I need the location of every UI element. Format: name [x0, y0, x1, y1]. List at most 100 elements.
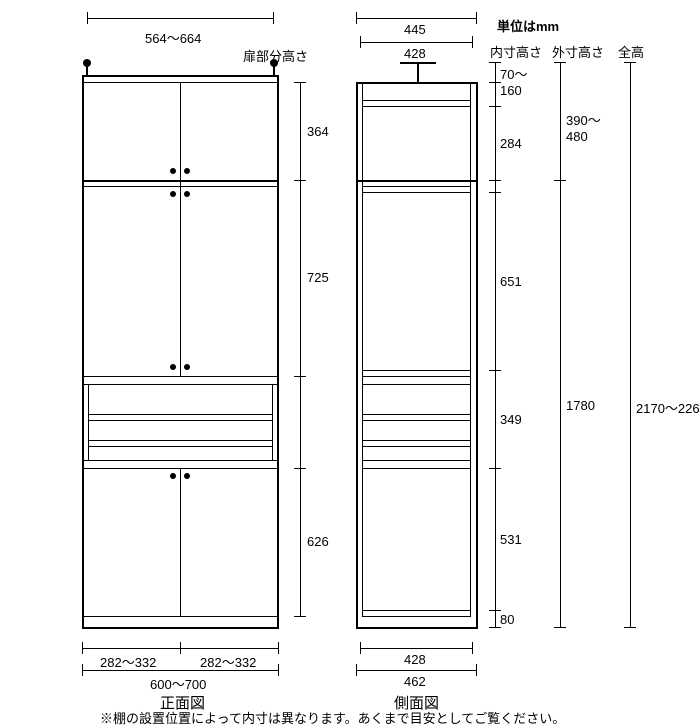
dim-tick: [294, 616, 306, 617]
dim-line: [82, 670, 279, 671]
side-left: [356, 82, 358, 628]
dim-side-top: 445: [404, 22, 426, 37]
front-h: [84, 616, 277, 617]
dim-tick: [489, 370, 501, 371]
dim-v: [495, 62, 496, 628]
dim-tick: [624, 62, 636, 63]
side-h: [362, 100, 471, 101]
side-h: [362, 460, 471, 461]
dim-tick: [476, 12, 477, 24]
dim-tick: [489, 106, 501, 107]
side-h: [362, 384, 471, 385]
footnote: ※棚の設置位置によって内寸は異なります。あくまで目安としてご覧ください。: [100, 708, 565, 727]
dim-h5: 80: [500, 612, 514, 627]
dim-h-mid: 725: [307, 270, 329, 285]
dim-tick: [489, 180, 501, 181]
dim-tick: [294, 376, 306, 377]
pin-stem: [86, 65, 88, 75]
unit-label: 単位はmm: [497, 16, 559, 35]
door-height-label: 扉部分高さ: [243, 46, 308, 65]
dim-tick: [554, 180, 566, 181]
dim-side-inner-bottom: 428: [404, 652, 426, 667]
dim-tick: [472, 36, 473, 48]
side-h: [362, 370, 471, 371]
t-stem: [417, 62, 419, 82]
front-h: [84, 460, 277, 461]
dim-tick: [472, 642, 473, 654]
dim-total: 2170～2260: [636, 398, 700, 417]
dim-tick: [273, 12, 274, 24]
col-total: 全高: [618, 42, 644, 61]
door-knob: [170, 168, 176, 174]
dim-outer-top: 390～ 480: [566, 110, 601, 144]
dim-tick: [554, 62, 566, 63]
dim-gap: 70～ 160: [500, 64, 527, 98]
dim-tick: [294, 82, 306, 83]
door-knob: [184, 364, 190, 370]
dim-side-inner-top: 428: [404, 46, 426, 61]
side-h: [362, 616, 471, 617]
side-inner-l: [362, 82, 363, 616]
front-v: [272, 384, 273, 460]
col-inner: 内寸高さ: [490, 42, 542, 61]
dim-tick: [180, 642, 181, 654]
dim-h-upper: 364: [307, 124, 329, 139]
front-h: [82, 180, 279, 182]
dim-tick: [278, 664, 279, 676]
col-outer: 外寸高さ: [552, 42, 604, 61]
side-h: [362, 414, 471, 415]
dim-tick: [489, 62, 501, 63]
dim-tick: [624, 627, 636, 628]
dim-front-top-width: 564～664: [145, 28, 201, 47]
door-knob: [170, 473, 176, 479]
door-knob: [184, 473, 190, 479]
side-inner-r: [470, 82, 471, 616]
front-top: [82, 75, 279, 77]
dim-tick: [294, 468, 306, 469]
front-h: [84, 186, 277, 187]
door-knob: [170, 191, 176, 197]
dim-h4: 531: [500, 532, 522, 547]
front-v: [88, 384, 89, 460]
pin-stem: [273, 65, 275, 75]
side-h: [362, 610, 471, 611]
dim-tick: [87, 12, 88, 24]
front-h: [84, 376, 277, 377]
front-h: [84, 384, 277, 385]
dim-bottom-width: 600～700: [150, 674, 206, 693]
front-h: [88, 440, 273, 441]
dim-tick: [554, 627, 566, 628]
dim-tick: [489, 610, 501, 611]
dim-v: [560, 62, 561, 628]
dim-tick: [360, 36, 361, 48]
dim-tick: [82, 642, 83, 654]
side-h: [362, 440, 471, 441]
front-right: [277, 75, 279, 628]
dim-tick: [356, 12, 357, 24]
dim-outer-main: 1780: [566, 398, 595, 413]
dim-line: [360, 648, 473, 649]
door-knob: [170, 364, 176, 370]
dim-side-bottom: 462: [404, 674, 426, 689]
side-h: [362, 468, 471, 469]
dim-h2: 651: [500, 274, 522, 289]
dim-v: [300, 82, 301, 616]
dim-h1: 284: [500, 136, 522, 151]
dim-v: [630, 62, 631, 628]
side-bottom: [356, 627, 478, 629]
door-knob: [184, 168, 190, 174]
dim-line: [356, 18, 477, 19]
front-v-center: [180, 82, 181, 376]
dim-line: [87, 18, 274, 19]
side-h: [362, 186, 471, 187]
dim-h-lower: 626: [307, 534, 329, 549]
dim-tick: [360, 642, 361, 654]
dim-line: [356, 670, 477, 671]
side-h: [362, 192, 471, 193]
front-left: [82, 75, 84, 628]
side-h: [362, 376, 471, 377]
dim-tick: [489, 192, 501, 193]
side-right: [476, 82, 478, 628]
dim-tick: [489, 627, 501, 628]
dim-tick: [82, 664, 83, 676]
